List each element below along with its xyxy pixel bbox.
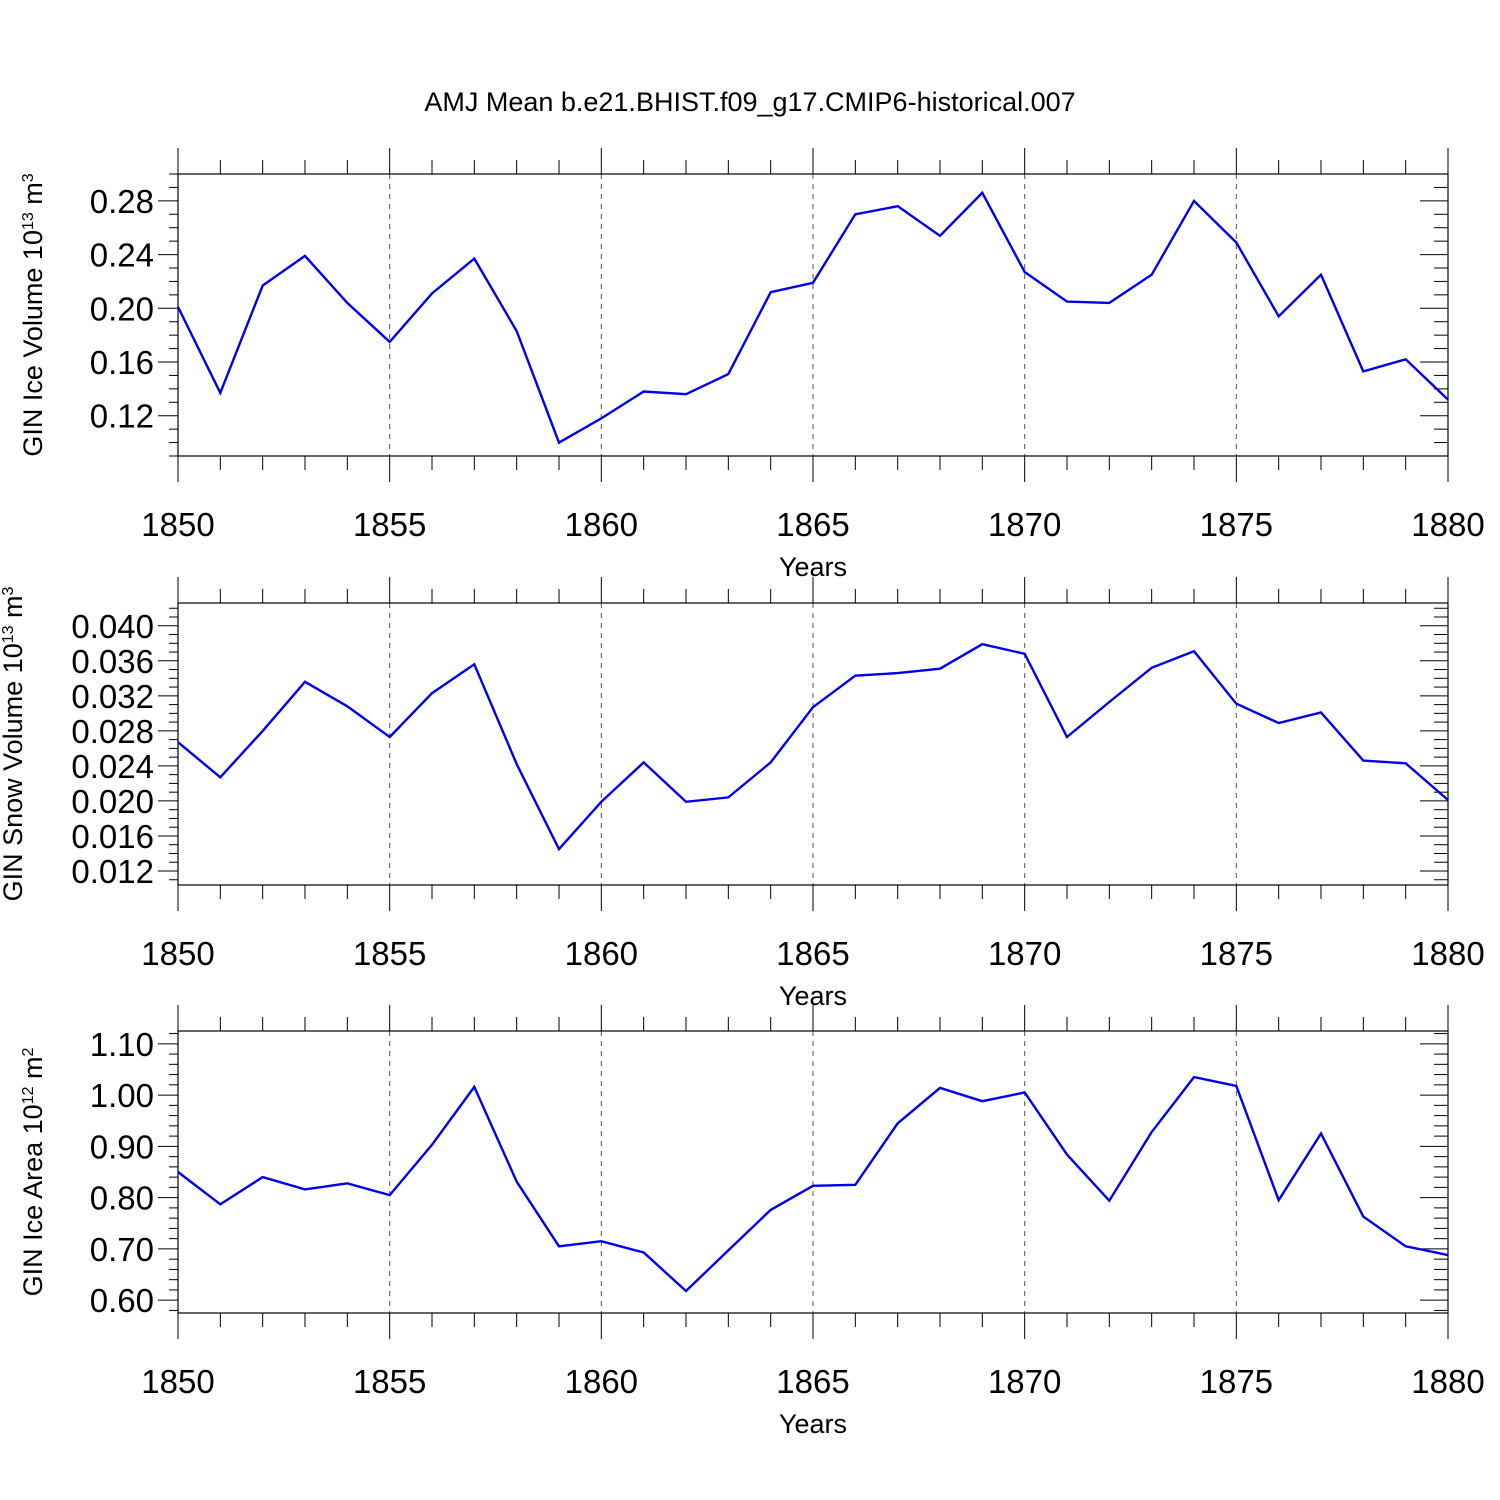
x-tick-label: 1875 <box>1200 506 1273 543</box>
y-axis-title-exp2: 2 <box>20 1048 37 1057</box>
y-tick-label: 0.16 <box>90 344 154 381</box>
y-axis-title-exp1: 13 <box>0 625 17 643</box>
y-axis-title-main: GIN Snow Volume 10 <box>0 643 28 901</box>
x-tick-label: 1860 <box>565 935 638 972</box>
x-tick-label: 1860 <box>565 1363 638 1400</box>
x-tick-label: 1855 <box>353 935 426 972</box>
series-line <box>176 190 1449 445</box>
y-axis-title-main: GIN Ice Area 10 <box>18 1104 48 1296</box>
x-tick-label: 1875 <box>1200 935 1273 972</box>
y-tick-label: 1.10 <box>90 1026 154 1063</box>
y-tick-label: 0.024 <box>71 748 154 785</box>
x-tick-label: 1855 <box>353 506 426 543</box>
x-tick-label: 1850 <box>141 1363 214 1400</box>
y-tick-label: 0.24 <box>90 237 154 274</box>
y-tick-label: 0.028 <box>71 713 154 750</box>
y-tick-label: 0.036 <box>71 643 154 680</box>
x-tick-label: 1880 <box>1411 1363 1484 1400</box>
y-axis-title-exp2: 3 <box>20 173 37 182</box>
y-axis-title-main: GIN Ice Volume 10 <box>18 230 48 457</box>
y-tick-label: 0.020 <box>71 783 154 820</box>
y-tick-label: 0.80 <box>90 1180 154 1217</box>
x-tick-label: 1850 <box>141 506 214 543</box>
x-tick-label: 1870 <box>988 506 1061 543</box>
chart-panel-2: 1850 1855 1860 1865 1870 1875 18800.0120.0160.… <box>0 577 1485 1011</box>
series-line <box>177 642 1449 852</box>
y-tick-label: 0.28 <box>90 183 154 220</box>
y-tick-label: 0.90 <box>90 1128 154 1165</box>
y-axis-title-mid: m <box>0 595 28 625</box>
y-tick-label: 0.20 <box>90 290 154 327</box>
x-tick-label: 1855 <box>353 1363 426 1400</box>
y-tick-label: 0.012 <box>71 853 154 890</box>
x-tick-label: 1865 <box>776 1363 849 1400</box>
figure-title: AMJ Mean b.e21.BHIST.f09_g17.CMIP6-histo… <box>424 87 1075 117</box>
x-axis-title: Years <box>779 1409 847 1439</box>
series-line <box>177 1075 1449 1293</box>
chart-panels: 1850 1855 1860 1865 1870 1875 1880 0.12 0.16 0.20… <box>0 148 1485 1439</box>
x-tick-label: 1860 <box>565 506 638 543</box>
x-tick-label: 1870 <box>988 935 1061 972</box>
y-tick-label: 0.12 <box>90 398 154 435</box>
x-tick-label: 1865 <box>776 506 849 543</box>
y-axis-title: GIN Ice Volume 1013 m3 <box>18 173 48 456</box>
x-tick-label: 1880 <box>1411 935 1484 972</box>
y-axis-title-exp1: 12 <box>20 1086 37 1104</box>
y-axis-title-exp1: 13 <box>20 212 37 230</box>
chart-panel-3: 1850 1855 1860 1865 1870 1875 1880 0.60 0.70 0.80… <box>18 1005 1485 1439</box>
x-tick-label: 1880 <box>1411 506 1484 543</box>
y-tick-label: 0.60 <box>90 1282 154 1319</box>
y-tick-label: 0.70 <box>90 1231 154 1268</box>
x-tick-label: 1865 <box>776 935 849 972</box>
y-axis-title-mid: m <box>18 182 48 212</box>
y-tick-label: 1.00 <box>90 1077 154 1114</box>
chart-panel-1: 1850 1855 1860 1865 1870 1875 1880 0.12 0.16 0.20… <box>18 148 1485 582</box>
y-axis-title-mid: m <box>18 1057 48 1087</box>
x-tick-label: 1875 <box>1200 1363 1273 1400</box>
y-tick-label: 0.032 <box>71 678 154 715</box>
y-axis-title: GIN Snow Volume 1013 m3 <box>0 586 28 901</box>
x-tick-label: 1870 <box>988 1363 1061 1400</box>
y-tick-label: 0.016 <box>71 818 154 855</box>
y-axis-title: GIN Ice Area 1012 m2 <box>18 1048 48 1297</box>
y-axis-title-exp2: 3 <box>0 586 17 595</box>
y-tick-label: 0.040 <box>71 608 154 645</box>
x-tick-label: 1850 <box>141 935 214 972</box>
